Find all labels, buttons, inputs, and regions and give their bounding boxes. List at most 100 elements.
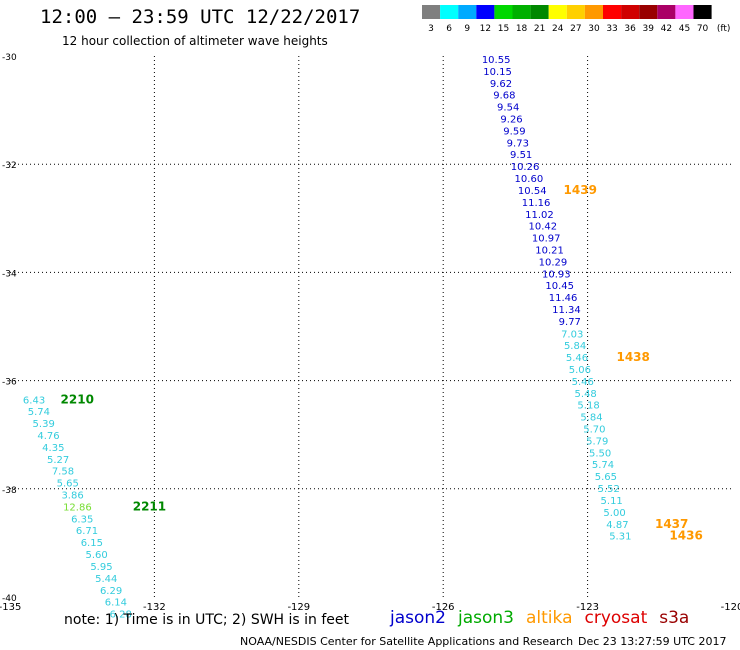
wave-height-label: 9.77	[559, 317, 581, 328]
legend-label-24: 24	[552, 24, 564, 34]
lon-tick-label: -120	[721, 602, 740, 613]
wave-height-label: 5.84	[564, 341, 586, 352]
lon-tick-label: -129	[287, 602, 310, 613]
satellite-s3a: s3a	[659, 608, 690, 628]
jason2-track: 10.5510.159.629.689.549.269.599.739.5110…	[482, 55, 581, 328]
wave-height-color-legend: 3 6 9 12 15 18 21 24 27 30 33 36 39 42 45 70 (ft)	[422, 5, 731, 34]
pass-time-label: 2210	[61, 392, 94, 406]
wave-height-label: 9.73	[507, 138, 529, 149]
legend-label-21: 21	[534, 24, 545, 34]
lon-tick-label: -126	[432, 602, 455, 613]
wave-height-label: 10.45	[545, 281, 574, 292]
pass-time-label: 1436	[669, 529, 702, 543]
wave-height-label: 11.02	[525, 210, 554, 221]
wave-height-label: 5.46	[572, 377, 594, 388]
wave-height-label: 12.86	[63, 502, 92, 513]
wave-height-label: 5.39	[33, 419, 55, 430]
legend-swatch-18	[512, 5, 531, 19]
altika-track-west: 6.435.745.394.764.355.277.585.653.8612.8…	[23, 395, 132, 620]
wave-height-label: 10.60	[515, 174, 544, 185]
legend-swatch-45	[675, 5, 694, 19]
lat-tick-label: -38	[2, 486, 17, 496]
wave-height-label: 6.35	[71, 514, 93, 525]
wave-height-label: 7.03	[561, 329, 583, 340]
legend-swatch-27	[566, 5, 585, 19]
lat-tick-label: -34	[2, 269, 17, 279]
wave-height-label: 9.68	[493, 91, 515, 102]
legend-swatch-6	[440, 5, 459, 19]
legend-label-27: 27	[570, 24, 581, 34]
wave-height-label: 5.27	[47, 455, 69, 466]
legend-swatch-33	[603, 5, 622, 19]
legend-label-6: 6	[446, 24, 452, 34]
footer-note: note: 1) Time is in UTC; 2) SWH is in fe…	[64, 612, 350, 628]
legend-label-33: 33	[606, 24, 617, 34]
legend-label-45: 45	[679, 24, 690, 34]
wave-height-label: 5.50	[589, 448, 611, 459]
wave-height-label: 5.70	[583, 425, 605, 436]
wave-height-label: 4.35	[42, 443, 64, 454]
satellite-altika: altika	[526, 608, 573, 628]
wave-height-label: 10.15	[483, 67, 512, 78]
lat-tick-label: -36	[2, 378, 17, 388]
wave-height-label: 5.79	[586, 436, 608, 447]
wave-height-label: 9.54	[497, 103, 519, 114]
satellite-jason3: jason3	[458, 608, 514, 628]
legend-label-36: 36	[624, 24, 636, 34]
wave-height-label: 9.59	[503, 126, 525, 137]
lat-tick-label: -30	[2, 53, 17, 63]
lat-tick-label: -40	[2, 594, 17, 604]
pass-time-label: 1437	[655, 517, 688, 531]
legend-label-70: 70	[697, 24, 709, 34]
legend-label-12: 12	[480, 24, 491, 34]
wave-height-label: 5.18	[577, 401, 599, 412]
wave-height-label: 5.48	[575, 389, 597, 400]
legend-swatch-36	[621, 5, 640, 19]
satellite-cryosat: cryosat	[584, 608, 648, 628]
wave-height-label: 6.71	[76, 526, 98, 537]
pass-time-label: 1439	[564, 183, 597, 197]
wave-height-label: 5.60	[86, 550, 108, 561]
wave-height-label: 7.58	[52, 467, 74, 478]
wave-height-label: 10.42	[529, 222, 558, 233]
wave-height-label: 9.26	[500, 115, 522, 126]
wave-height-label: 6.29	[100, 586, 122, 597]
page-subtitle: 12 hour collection of altimeter wave hei…	[62, 34, 328, 48]
wave-height-label: 5.31	[609, 532, 631, 543]
legend-label-15: 15	[498, 24, 509, 34]
satellite-legend: jason2 jason3 altika cryosat s3a	[390, 608, 701, 628]
legend-label-9: 9	[464, 24, 470, 34]
wave-height-label: 5.00	[603, 508, 625, 519]
lat-tick-label: -32	[2, 161, 17, 171]
legend-label-18: 18	[516, 24, 528, 34]
wave-height-label: 5.46	[566, 353, 588, 364]
wave-height-label: 6.28	[110, 610, 132, 621]
legend-unit: (ft)	[717, 24, 731, 34]
legend-label-30: 30	[588, 24, 600, 34]
legend-swatch-9	[458, 5, 477, 19]
legend-swatch-15	[494, 5, 513, 19]
wave-height-label: 4.76	[37, 431, 59, 442]
wave-height-label: 11.34	[552, 305, 581, 316]
wave-height-label: 5.65	[595, 472, 617, 483]
generation-timestamp: Dec 23 13:27:59 UTC 2017	[578, 635, 727, 648]
wave-height-label: 4.87	[606, 520, 628, 531]
legend-swatch-21	[530, 5, 549, 19]
lon-tick-label: -123	[576, 602, 599, 613]
credit-text: NOAA/NESDIS Center for Satellite Applica…	[240, 635, 574, 648]
legend-swatch-24	[548, 5, 567, 19]
legend-label-3: 3	[428, 24, 434, 34]
wave-height-label: 6.43	[23, 395, 45, 406]
wave-height-label: 10.21	[535, 245, 564, 256]
wave-height-label: 5.44	[95, 574, 117, 585]
page-title: 12:00 – 23:59 UTC 12/22/2017	[40, 6, 361, 28]
wave-height-label: 10.29	[539, 257, 568, 268]
graticule	[10, 56, 732, 597]
wave-height-label: 10.93	[542, 269, 571, 280]
legend-swatch-42	[657, 5, 676, 19]
wave-height-label: 9.62	[490, 79, 512, 90]
wave-height-label: 10.54	[518, 186, 547, 197]
legend-swatch-12	[476, 5, 495, 19]
legend-swatch-39	[639, 5, 658, 19]
